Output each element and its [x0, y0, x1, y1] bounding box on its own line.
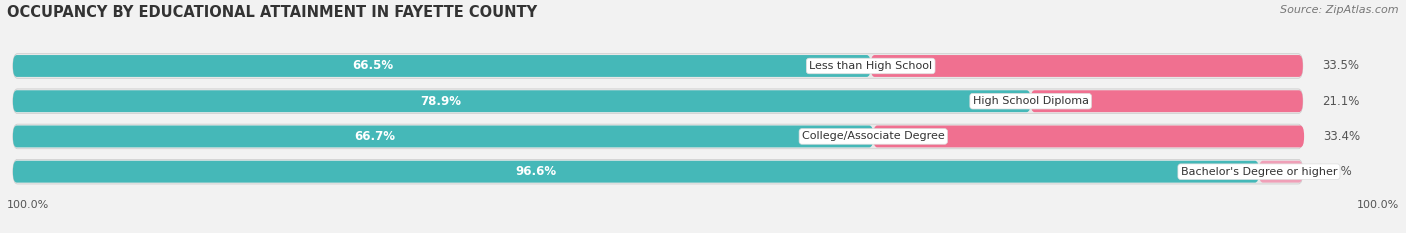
FancyBboxPatch shape	[13, 124, 1303, 149]
FancyBboxPatch shape	[13, 54, 1303, 78]
FancyBboxPatch shape	[13, 161, 1258, 183]
Text: 96.6%: 96.6%	[516, 165, 557, 178]
Text: 3.4%: 3.4%	[1322, 165, 1353, 178]
FancyBboxPatch shape	[13, 126, 873, 147]
FancyBboxPatch shape	[13, 89, 1303, 113]
Text: Bachelor's Degree or higher: Bachelor's Degree or higher	[1181, 167, 1337, 177]
FancyBboxPatch shape	[13, 55, 870, 77]
FancyBboxPatch shape	[870, 55, 1303, 77]
Text: 78.9%: 78.9%	[420, 95, 461, 108]
Text: 100.0%: 100.0%	[1357, 200, 1399, 210]
Text: 21.1%: 21.1%	[1322, 95, 1360, 108]
Text: 100.0%: 100.0%	[7, 200, 49, 210]
FancyBboxPatch shape	[13, 90, 1031, 112]
FancyBboxPatch shape	[13, 159, 1303, 184]
Text: 33.5%: 33.5%	[1322, 59, 1360, 72]
FancyBboxPatch shape	[1258, 161, 1303, 183]
Text: 66.7%: 66.7%	[354, 130, 395, 143]
Text: College/Associate Degree: College/Associate Degree	[801, 131, 945, 141]
Text: Less than High School: Less than High School	[808, 61, 932, 71]
FancyBboxPatch shape	[873, 126, 1305, 147]
Text: 66.5%: 66.5%	[353, 59, 394, 72]
Text: High School Diploma: High School Diploma	[973, 96, 1088, 106]
Text: OCCUPANCY BY EDUCATIONAL ATTAINMENT IN FAYETTE COUNTY: OCCUPANCY BY EDUCATIONAL ATTAINMENT IN F…	[7, 5, 537, 20]
Text: 33.4%: 33.4%	[1323, 130, 1361, 143]
Text: Source: ZipAtlas.com: Source: ZipAtlas.com	[1281, 5, 1399, 15]
FancyBboxPatch shape	[1031, 90, 1303, 112]
